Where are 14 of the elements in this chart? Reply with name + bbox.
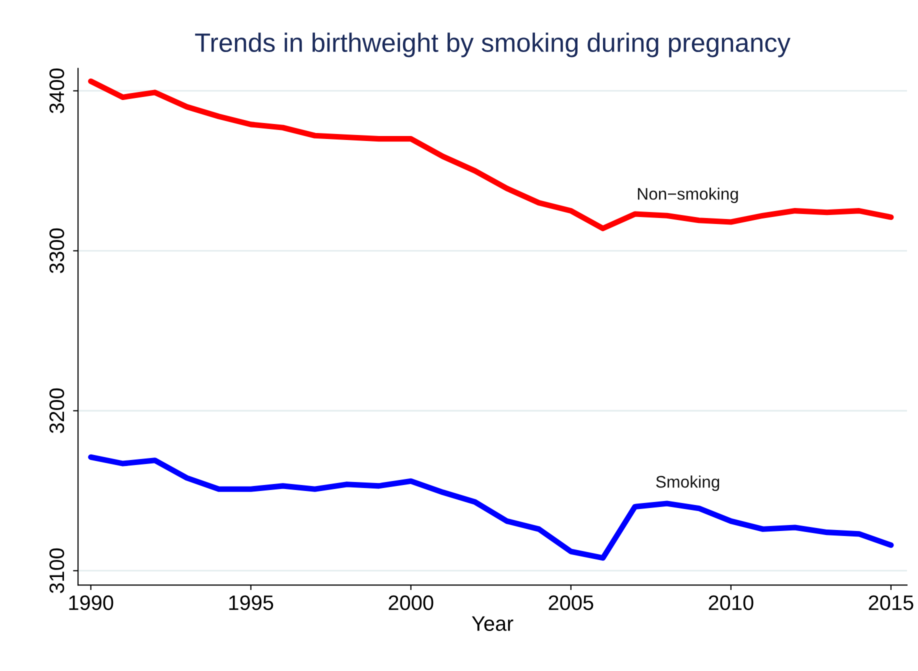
series-label: Smoking	[656, 475, 720, 492]
series-label: Non−smoking	[638, 188, 738, 204]
y-tick-label: 3100	[49, 548, 64, 594]
x-tick-label: 1990	[69, 595, 114, 610]
y-tick-label: 3300	[49, 228, 64, 274]
x-tick-label: 1995	[229, 595, 274, 610]
x-axis-title: Year	[472, 616, 514, 631]
y-tick-label: 3400	[49, 68, 64, 114]
x-tick-label: 2015	[868, 595, 914, 610]
chart-title: Trends in birthweight by smoking during pregnancy	[195, 32, 790, 58]
x-tick-label: 2010	[708, 595, 754, 610]
x-tick-label: 2000	[388, 595, 434, 610]
y-tick-label: 3200	[49, 388, 64, 434]
x-tick-label: 2005	[548, 595, 594, 610]
